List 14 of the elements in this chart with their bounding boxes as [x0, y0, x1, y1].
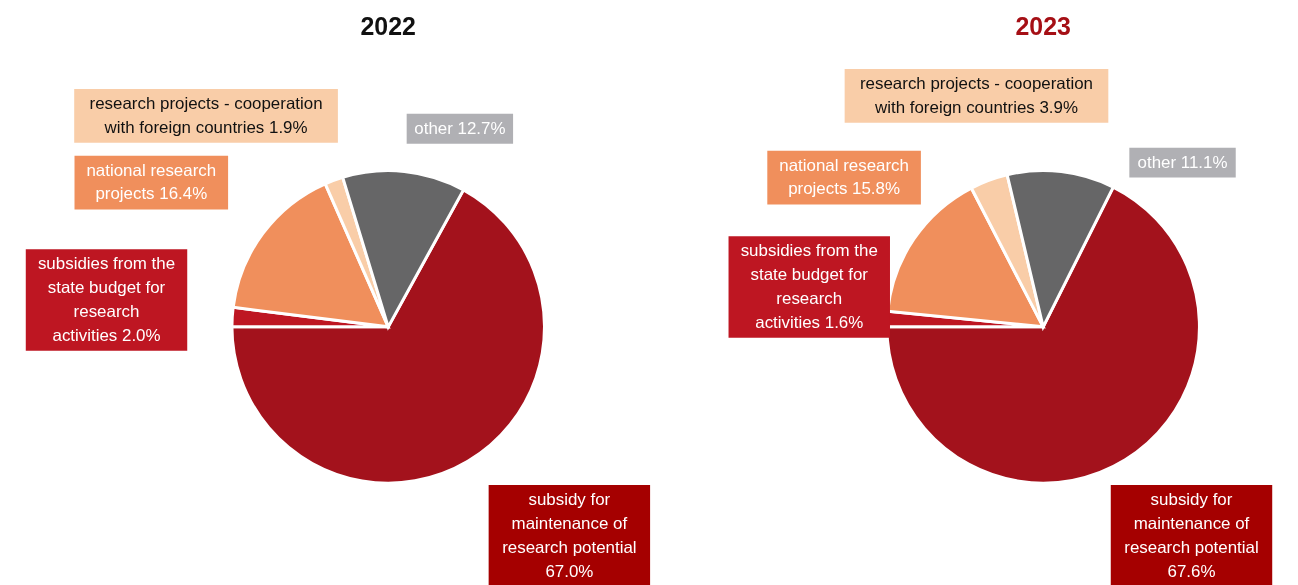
- slice-label: research projects - cooperation with foreign countries 3.9%: [859, 73, 1094, 117]
- slice-label: national research projects 15.8%: [779, 155, 909, 199]
- chart-title: 2023: [1015, 12, 1071, 41]
- slice-label: research projects - cooperation with foreign countries 1.9%: [89, 93, 323, 137]
- chart-title: 2022: [360, 12, 416, 41]
- slice-label: national research projects 16.4%: [86, 160, 217, 204]
- slice-label: other 12.7%: [414, 118, 506, 138]
- slice-label: subsidies from the state budget for research activities 1.6%: [740, 241, 878, 332]
- slice-label: subsidy for maintenance of research potential: [502, 490, 637, 557]
- data-label: 67.0%: [545, 561, 594, 581]
- slice-label: subsidies from the state budget for research activities 2.0%: [37, 254, 176, 345]
- data-label: 67.6%: [1167, 561, 1216, 581]
- slice-label: subsidy for maintenance of research potential: [1124, 490, 1259, 557]
- slice-label: other 11.1%: [1137, 152, 1228, 172]
